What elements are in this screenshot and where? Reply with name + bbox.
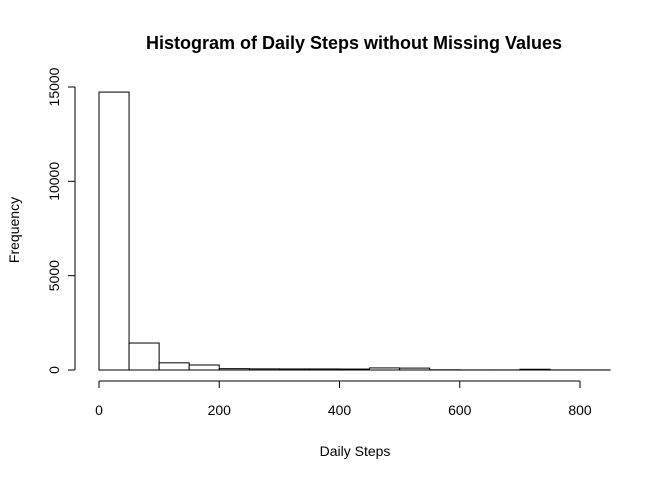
y-tick-label: 5000 — [46, 260, 62, 291]
x-axis-ticks: 0 200 400 600 800 — [95, 381, 592, 418]
histogram-bar — [308, 368, 341, 371]
histogram-bar — [339, 368, 371, 371]
y-axis-label: Frequency — [6, 197, 22, 263]
x-tick-label: 800 — [568, 402, 592, 418]
x-tick-label: 400 — [328, 402, 352, 418]
histogram-bars — [98, 91, 611, 371]
histogram-bar — [519, 368, 551, 371]
histogram-bar — [248, 368, 280, 371]
y-axis: 0 5000 10000 15000 — [46, 67, 76, 374]
histogram-bar — [128, 342, 160, 371]
x-tick-label: 200 — [208, 402, 232, 418]
y-tick-label: 10000 — [46, 162, 62, 201]
y-tick-label: 15000 — [46, 67, 62, 106]
chart-title: Histogram of Daily Steps without Missing… — [146, 33, 562, 53]
histogram-bar — [369, 367, 401, 371]
x-axis: 0 200 400 600 800 — [95, 380, 592, 418]
y-tick-label: 0 — [46, 366, 62, 374]
histogram-bar — [188, 364, 220, 371]
x-tick-label: 600 — [448, 402, 472, 418]
histogram-bar — [399, 367, 431, 371]
histogram-bar — [158, 362, 190, 371]
histogram-bar — [218, 368, 250, 371]
histogram-bar — [98, 91, 130, 371]
x-axis-label: Daily Steps — [320, 443, 391, 459]
histogram-bar — [278, 368, 310, 371]
x-tick-label: 0 — [95, 402, 103, 418]
y-axis-ticks: 0 5000 10000 15000 — [46, 67, 75, 374]
